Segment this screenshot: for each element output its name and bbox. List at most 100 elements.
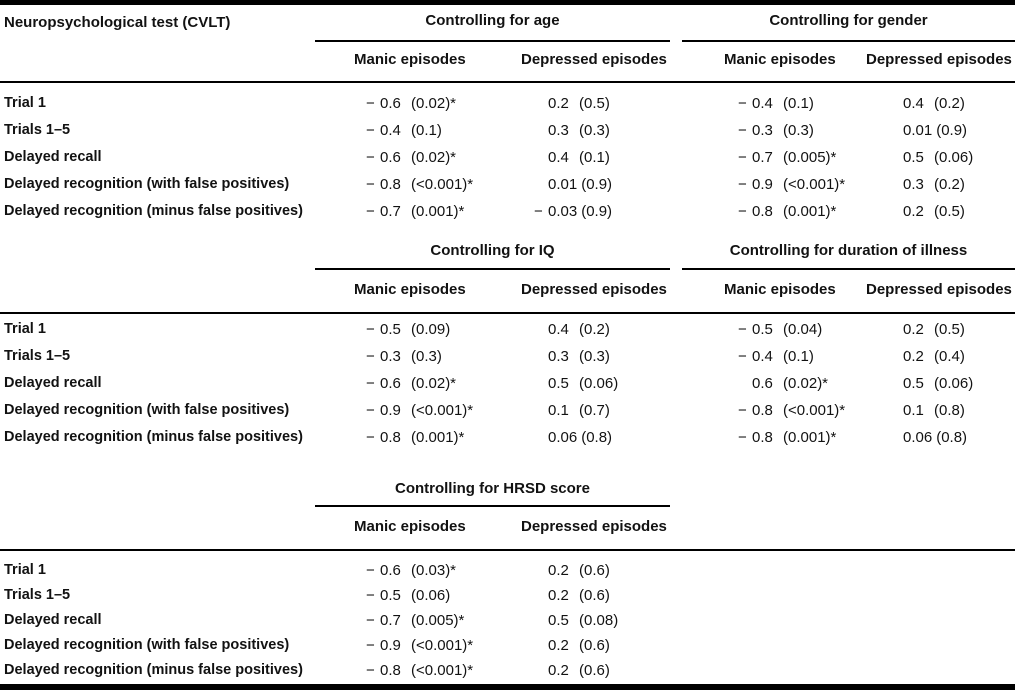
row-label: Trials 1–5 bbox=[4, 587, 71, 603]
correlation-value: 0.06 bbox=[548, 429, 578, 446]
correlation-value: 0.6 bbox=[380, 149, 401, 166]
cell-manic: −0.7 (0.001)* bbox=[366, 198, 464, 225]
cell-manic: −0.9 (<0.001)* bbox=[366, 633, 473, 658]
p-value: (0.02)* bbox=[411, 375, 457, 392]
minus-sign: − bbox=[738, 176, 747, 193]
correlation-value: 0.2 bbox=[903, 321, 924, 338]
cell-manic: −0.8 (<0.001)* bbox=[366, 171, 473, 198]
p-value: (0.7) bbox=[579, 402, 610, 419]
minus-sign: − bbox=[366, 95, 375, 112]
group-title-iq: Controlling for IQ bbox=[430, 242, 555, 259]
cell-depressed: 0.3 (0.3) bbox=[534, 343, 610, 370]
correlation-value: 0.7 bbox=[380, 203, 401, 220]
p-value: (0.02)* bbox=[411, 149, 457, 166]
p-value: (0.4) bbox=[934, 348, 965, 365]
p-value: (0.04) bbox=[783, 321, 823, 338]
row-label: Delayed recall bbox=[4, 612, 102, 628]
p-value: (<0.001)* bbox=[411, 662, 474, 679]
p-value: (0.9) bbox=[581, 203, 613, 220]
correlation-value: 0.6 bbox=[380, 562, 401, 579]
correlation-value: 0.2 bbox=[548, 95, 569, 112]
subhead-depressed: Depressed episodes bbox=[866, 281, 1012, 298]
p-value: (0.3) bbox=[783, 122, 814, 139]
correlation-value: 0.8 bbox=[380, 176, 401, 193]
subhead-manic: Manic episodes bbox=[724, 281, 836, 298]
cell-manic: −0.8 (<0.001)* bbox=[366, 658, 473, 683]
p-value: (0.6) bbox=[579, 637, 610, 654]
minus-sign: − bbox=[366, 348, 375, 365]
p-value: (0.2) bbox=[579, 321, 610, 338]
group-title-age: Controlling for age bbox=[425, 12, 560, 29]
subhead-manic: Manic episodes bbox=[724, 51, 836, 68]
correlation-value: 0.4 bbox=[548, 321, 569, 338]
minus-sign: − bbox=[738, 348, 747, 365]
p-value: (0.001)* bbox=[783, 429, 837, 446]
correlation-value: 0.5 bbox=[548, 375, 569, 392]
minus-sign: − bbox=[738, 321, 747, 338]
correlation-value: 0.4 bbox=[380, 122, 401, 139]
subhead-depressed: Depressed episodes bbox=[521, 51, 667, 68]
p-value: (0.8) bbox=[936, 429, 968, 446]
cell-manic: −0.6 (0.02)* bbox=[366, 90, 456, 117]
correlation-value: 0.9 bbox=[752, 176, 773, 193]
minus-sign: − bbox=[738, 122, 747, 139]
p-value: (0.1) bbox=[783, 95, 814, 112]
correlation-value: 0.5 bbox=[380, 587, 401, 604]
cell-depressed: 0.2 (0.5) bbox=[534, 90, 610, 117]
p-value: (0.02)* bbox=[783, 375, 829, 392]
header-rule bbox=[0, 312, 1015, 314]
minus-sign: − bbox=[366, 562, 375, 579]
table-row: Delayed recognition (minus false positiv… bbox=[0, 198, 1015, 225]
p-value: (0.06) bbox=[934, 375, 974, 392]
cell-manic: −0.4 (0.1) bbox=[738, 90, 814, 117]
cell-manic: −0.6 (0.03)* bbox=[366, 558, 456, 583]
cell-depressed: 0.5 (0.06) bbox=[534, 370, 618, 397]
p-value: (0.005)* bbox=[783, 149, 837, 166]
cell-manic: −0.9 (<0.001)* bbox=[366, 397, 473, 424]
cell-depressed: 0.4 (0.2) bbox=[534, 316, 610, 343]
correlation-value: 0.9 bbox=[380, 637, 401, 654]
cell-depressed: 0.01 (0.9) bbox=[889, 117, 967, 144]
correlation-value: 0.01 bbox=[903, 122, 933, 139]
minus-sign: − bbox=[738, 429, 747, 446]
row-label: Delayed recognition (minus false positiv… bbox=[4, 662, 303, 678]
p-value: (0.1) bbox=[579, 149, 610, 166]
correlation-value: 0.9 bbox=[380, 402, 401, 419]
correlation-value: 0.6 bbox=[380, 375, 401, 392]
minus-sign: − bbox=[738, 402, 747, 419]
subhead-manic: Manic episodes bbox=[354, 281, 466, 298]
correlation-value: 0.2 bbox=[548, 562, 569, 579]
p-value: (<0.001)* bbox=[411, 637, 474, 654]
p-value: (0.2) bbox=[934, 176, 965, 193]
p-value: (0.02)* bbox=[411, 95, 457, 112]
cell-depressed: 0.01 (0.9) bbox=[534, 171, 612, 198]
cell-manic: −0.7 (0.005)* bbox=[738, 144, 836, 171]
p-value: (0.8) bbox=[581, 429, 613, 446]
table-row: Trial 1−0.5 (0.09) 0.4 (0.2) −0.5 (0.04) 0.2 (0… bbox=[0, 316, 1015, 343]
table-title: Neuropsychological test (CVLT) bbox=[4, 14, 231, 31]
row-label: Delayed recall bbox=[4, 149, 102, 165]
cell-depressed: 0.3 (0.3) bbox=[534, 117, 610, 144]
cell-depressed: 0.3 (0.2) bbox=[889, 171, 965, 198]
correlation-value: 0.5 bbox=[903, 375, 924, 392]
group-rule bbox=[682, 268, 1015, 270]
cell-depressed: 0.2 (0.6) bbox=[534, 583, 610, 608]
group-rule bbox=[682, 40, 1015, 42]
minus-sign: − bbox=[366, 402, 375, 419]
p-value: (0.8) bbox=[934, 402, 965, 419]
correlation-value: 0.03 bbox=[548, 203, 578, 220]
cell-manic: −0.4 (0.1) bbox=[738, 343, 814, 370]
cell-depressed: −0.03 (0.9) bbox=[534, 198, 612, 225]
cell-manic: −0.8 (0.001)* bbox=[366, 424, 464, 451]
cell-depressed: 0.4 (0.2) bbox=[889, 90, 965, 117]
row-label: Delayed recognition (minus false positiv… bbox=[4, 203, 303, 219]
minus-sign: − bbox=[366, 321, 375, 338]
row-label: Delayed recognition (with false positive… bbox=[4, 176, 290, 192]
correlation-value: 0.1 bbox=[548, 402, 569, 419]
cell-depressed: 0.5 (0.06) bbox=[889, 370, 973, 397]
p-value: (0.2) bbox=[934, 95, 965, 112]
minus-sign: − bbox=[366, 375, 375, 392]
correlation-value: 0.4 bbox=[548, 149, 569, 166]
cell-depressed: 0.2 (0.6) bbox=[534, 558, 610, 583]
correlation-value: 0.4 bbox=[752, 95, 773, 112]
